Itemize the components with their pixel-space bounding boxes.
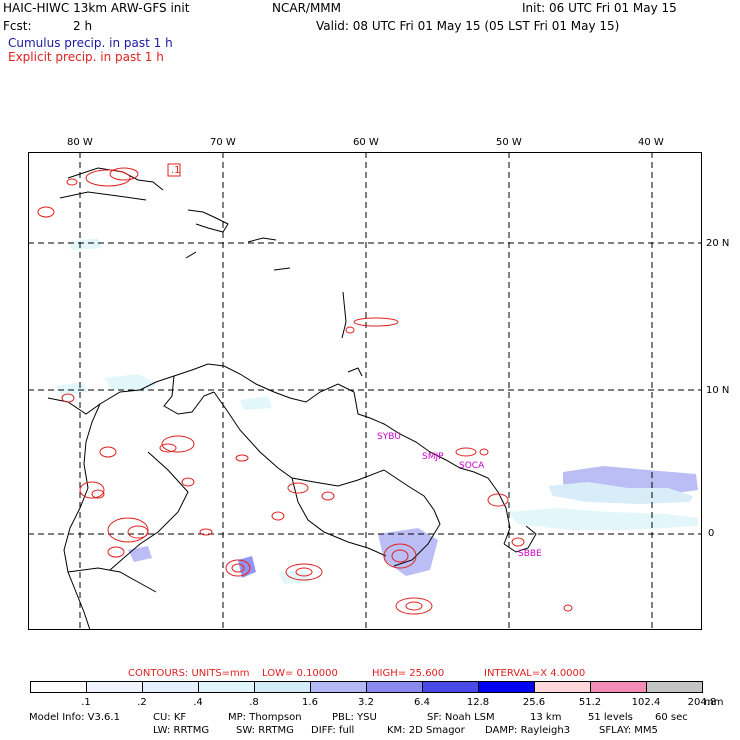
colorbar-tick-label: .1: [81, 697, 91, 708]
model-info-line2-item: SW: RRTMG: [236, 725, 294, 736]
init-time: Init: 06 UTC Fri 01 May 15: [522, 1, 677, 15]
colorbar-units: mm: [704, 697, 724, 708]
fcst-label: Fcst:: [3, 19, 32, 33]
fcst-value: 2 h: [73, 19, 93, 33]
colorbar-tick-label: .4: [193, 697, 203, 708]
lon-label: 80 W: [67, 137, 93, 148]
colorbar-tick-label: 12.8: [466, 697, 490, 708]
colorbar-box: [534, 681, 591, 693]
colorbar-box: [310, 681, 367, 693]
station-label: SBBE: [518, 549, 542, 559]
model-info-line1-item: SF: Noah LSM: [427, 712, 495, 723]
colorbar-tick-label: .2: [137, 697, 147, 708]
model-info-line2-item: SFLAY: MM5: [599, 725, 658, 736]
station-label: SMJP: [422, 452, 444, 462]
coastlines: [47, 167, 537, 630]
colorbar-tick-label: 3.2: [358, 697, 374, 708]
lon-label: 50 W: [496, 137, 522, 148]
lon-label: 70 W: [210, 137, 236, 148]
model-info-line1-item: 13 km: [530, 712, 562, 723]
colorbar-tick-label: 51.2: [578, 697, 602, 708]
colorbar-box: [422, 681, 479, 693]
colorbar-box: [646, 681, 703, 693]
legend-explicit: Explicit precip. in past 1 h: [8, 50, 164, 64]
colorbar-box: [30, 681, 87, 693]
lat-label: 10 N: [706, 385, 730, 396]
contour-high: HIGH= 25.600: [372, 668, 445, 679]
lat-label: 20 N: [706, 238, 730, 249]
colorbar-tick-label: 204.8: [687, 697, 717, 708]
contour-units: CONTOURS: UNITS=mm: [128, 668, 250, 679]
model-info-line2-item: KM: 2D Smagor: [387, 725, 465, 736]
model-info-line2-item: DAMP: Rayleigh3: [485, 725, 571, 736]
precip-map: [28, 152, 702, 630]
legend-cumulus: Cumulus precip. in past 1 h: [8, 36, 173, 50]
model-info-line1-item: MP: Thompson: [228, 712, 302, 723]
lat-lon-grid: [28, 152, 702, 630]
model-info-line2-item: LW: RRTMG: [153, 725, 210, 736]
colorbar-tick-label: .8: [249, 697, 259, 708]
colorbar-box: [254, 681, 311, 693]
colorbar-tick-label: 25.6: [522, 697, 546, 708]
model-info-line1-item: PBL: YSU: [332, 712, 377, 723]
colorbar-tick-label: 6.4: [414, 697, 430, 708]
station-label: SYBU: [377, 432, 401, 442]
colorbar-box: [366, 681, 423, 693]
model-title: HAIC-HIWC 13km ARW-GFS init: [3, 1, 190, 15]
station-label: SOCA: [459, 461, 485, 471]
explicit-contours: [37, 163, 573, 615]
model-info-line1-item: CU: KF: [153, 712, 187, 723]
valid-time: Valid: 08 UTC Fri 01 May 15 (05 LST Fri …: [316, 19, 620, 33]
model-info-line1-item: 51 levels: [588, 712, 633, 723]
colorbar-tick-label: 102.4: [631, 697, 661, 708]
colorbar-box: [142, 681, 199, 693]
colorbar-box: [198, 681, 255, 693]
lon-label: 40 W: [638, 137, 664, 148]
lat-label: 0: [708, 528, 715, 539]
lon-label: 60 W: [353, 137, 379, 148]
colorbar-box: [590, 681, 647, 693]
model-info-line2-item: DIFF: full: [311, 725, 355, 736]
org-label: NCAR/MMM: [272, 1, 342, 15]
colorbar-tick-label: 1.6: [302, 697, 318, 708]
model-info-line1-item: Model Info: V3.6.1: [29, 712, 120, 723]
colorbar-box: [86, 681, 143, 693]
map-box-label: .1: [171, 165, 181, 176]
contour-interval: INTERVAL=X 4.0000: [484, 668, 586, 679]
contour-low: LOW= 0.10000: [262, 668, 338, 679]
model-info-line1-item: 60 sec: [655, 712, 688, 723]
colorbar-box: [478, 681, 535, 693]
